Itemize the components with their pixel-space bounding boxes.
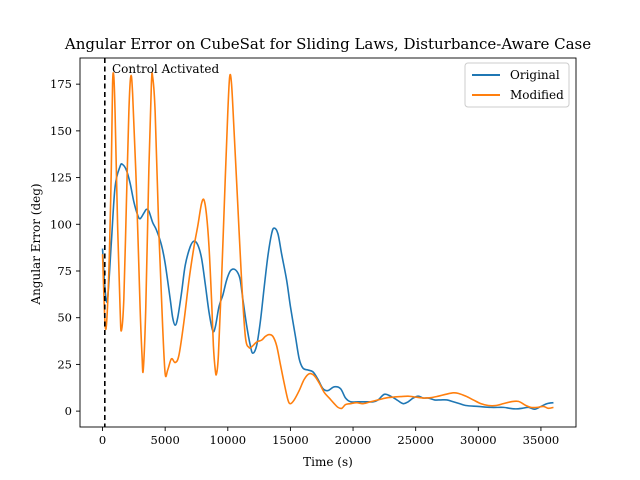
y-axis: 0 25 50 75 100 125 150 175 xyxy=(50,77,80,418)
plot-area xyxy=(79,57,577,428)
x-axis: 0 5000 10000 15000 20000 25000 30000 35000 xyxy=(99,427,559,447)
x-tick-label: 10000 xyxy=(210,433,247,447)
chart-title: Angular Error on CubeSat for Sliding Law… xyxy=(64,35,591,53)
y-tick-label: 25 xyxy=(57,357,72,371)
plot-frame xyxy=(79,57,577,428)
y-tick-label: 50 xyxy=(57,311,72,325)
legend-label-modified: Modified xyxy=(510,88,564,102)
x-tick-label: 30000 xyxy=(460,433,497,447)
y-axis-label: Angular Error (deg) xyxy=(29,183,43,305)
control-activated-annotation: Control Activated xyxy=(112,62,219,76)
y-tick-label: 125 xyxy=(50,171,72,185)
x-axis-label: Time (s) xyxy=(303,455,353,469)
x-tick-label: 35000 xyxy=(523,433,560,447)
x-tick-label: 25000 xyxy=(397,433,434,447)
series-line-modified xyxy=(101,72,554,410)
x-tick-label: 0 xyxy=(99,433,106,447)
x-tick-label: 15000 xyxy=(272,433,309,447)
y-tick-label: 0 xyxy=(65,404,72,418)
y-tick-label: 150 xyxy=(50,124,72,138)
x-tick-label: 5000 xyxy=(151,433,180,447)
y-tick-label: 100 xyxy=(50,217,72,231)
x-tick-label: 20000 xyxy=(335,433,372,447)
legend: Original Modified xyxy=(464,62,570,108)
y-tick-label: 175 xyxy=(50,77,72,91)
y-tick-label: 75 xyxy=(57,264,72,278)
series-lines xyxy=(101,72,554,411)
legend-label-original: Original xyxy=(510,68,560,82)
series-line-original xyxy=(101,162,554,411)
